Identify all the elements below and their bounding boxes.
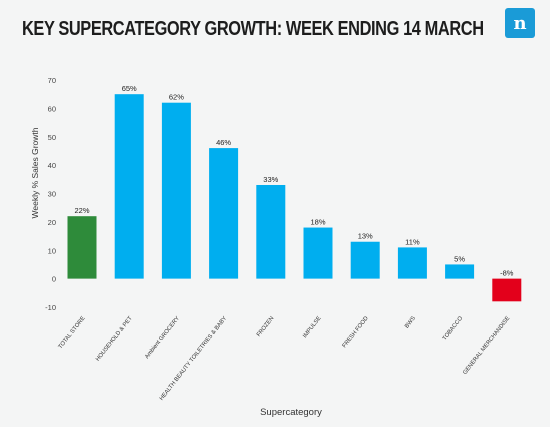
y-axis-ticks: -10 0 10 20 30 40 50 60 70 xyxy=(45,76,56,312)
bar xyxy=(303,227,333,279)
y-tick-label: -10 xyxy=(45,303,56,312)
data-label: 33% xyxy=(263,175,278,184)
x-tick-label: GENERAL MERCHANDISE xyxy=(462,315,511,375)
data-label: 65% xyxy=(122,84,137,93)
bar xyxy=(67,216,97,279)
y-tick-label: 0 xyxy=(52,275,56,284)
x-tick-label: FROZEN xyxy=(256,316,275,338)
x-axis-label: Supercategory xyxy=(260,407,322,418)
data-label: 62% xyxy=(169,93,184,102)
data-label: 5% xyxy=(454,254,465,263)
data-label: 18% xyxy=(310,218,325,227)
x-tick-label: IMPULSE xyxy=(302,315,322,339)
bar xyxy=(114,94,144,279)
logo-glyph: n xyxy=(513,12,527,34)
x-tick-label: HOUSEHOLD & PET xyxy=(95,315,134,362)
y-tick-label: 50 xyxy=(48,133,56,142)
y-tick-label: 70 xyxy=(48,76,56,85)
data-label: 11% xyxy=(405,237,420,246)
x-tick-label: FRESH FOOD xyxy=(342,316,370,350)
bar xyxy=(350,241,380,279)
y-tick-label: 60 xyxy=(48,104,56,113)
y-axis-label: Weekly % Sales Growth xyxy=(30,127,40,218)
bars xyxy=(67,94,522,302)
data-label: -8% xyxy=(500,269,514,278)
chart-title: KEY SUPERCATEGORY GROWTH: WEEK ENDING 14… xyxy=(22,18,484,40)
x-tick-label: TOBACCO xyxy=(442,315,465,342)
data-label: 13% xyxy=(358,232,373,241)
y-tick-label: 40 xyxy=(48,161,56,170)
y-tick-label: 10 xyxy=(48,246,56,255)
bar xyxy=(209,148,239,279)
x-axis-ticks: TOTAL STORE HOUSEHOLD & PET Ambient GROCER… xyxy=(58,315,512,402)
x-tick-label: TOTAL STORE xyxy=(58,315,87,350)
data-labels: 22% 65% 62% 46% 33% 18% 13% 11% 5% -8% xyxy=(74,84,513,277)
x-tick-label: Ambient GROCERY xyxy=(144,315,181,360)
nielsen-logo-icon: n xyxy=(505,8,535,38)
bar xyxy=(256,184,286,279)
bar xyxy=(445,264,475,279)
y-tick-label: 20 xyxy=(48,218,56,227)
data-label: 22% xyxy=(74,206,89,215)
bar xyxy=(161,102,191,279)
x-tick-label: BWS xyxy=(404,315,417,329)
y-tick-label: 30 xyxy=(48,190,56,199)
bar xyxy=(492,278,522,302)
data-label: 46% xyxy=(216,138,231,147)
bar xyxy=(397,247,427,279)
bar-chart: -10 0 10 20 30 40 50 60 70 22% 65% 62% 46% 33% 18% 13%… xyxy=(30,76,522,418)
